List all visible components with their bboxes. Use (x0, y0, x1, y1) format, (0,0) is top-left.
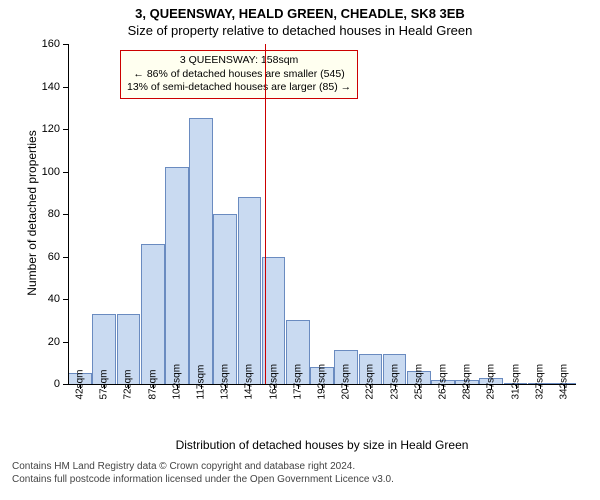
histogram-bar (165, 167, 189, 384)
y-tick-label: 20 (30, 336, 60, 348)
y-tick-mark (63, 87, 68, 88)
y-tick-label: 140 (30, 81, 60, 93)
histogram-bar (141, 244, 165, 384)
footer-text: Contains HM Land Registry data © Crown c… (12, 460, 394, 486)
y-tick-mark (63, 257, 68, 258)
y-tick-mark (63, 172, 68, 173)
histogram-bar (213, 214, 237, 384)
y-tick-label: 0 (30, 378, 60, 390)
histogram-chart: 02040608010012014016042sqm57sqm72sqm87sq… (68, 44, 576, 384)
reference-marker-line (265, 44, 266, 384)
page-title: 3, QUEENSWAY, HEALD GREEN, CHEADLE, SK8 … (0, 0, 600, 21)
y-axis-line (68, 44, 69, 384)
y-tick-mark (63, 384, 68, 385)
footer-line-1: Contains HM Land Registry data © Crown c… (12, 460, 394, 473)
y-tick-mark (63, 129, 68, 130)
x-axis-label: Distribution of detached houses by size … (68, 438, 576, 452)
y-tick-mark (63, 214, 68, 215)
y-axis-label: Number of detached properties (25, 113, 39, 313)
page-subtitle: Size of property relative to detached ho… (0, 21, 600, 38)
histogram-bar (238, 197, 262, 384)
y-tick-mark (63, 44, 68, 45)
y-tick-label: 160 (30, 38, 60, 50)
histogram-bar (189, 118, 213, 384)
y-tick-mark (63, 299, 68, 300)
y-tick-mark (63, 342, 68, 343)
footer-line-2: Contains full postcode information licen… (12, 473, 394, 486)
